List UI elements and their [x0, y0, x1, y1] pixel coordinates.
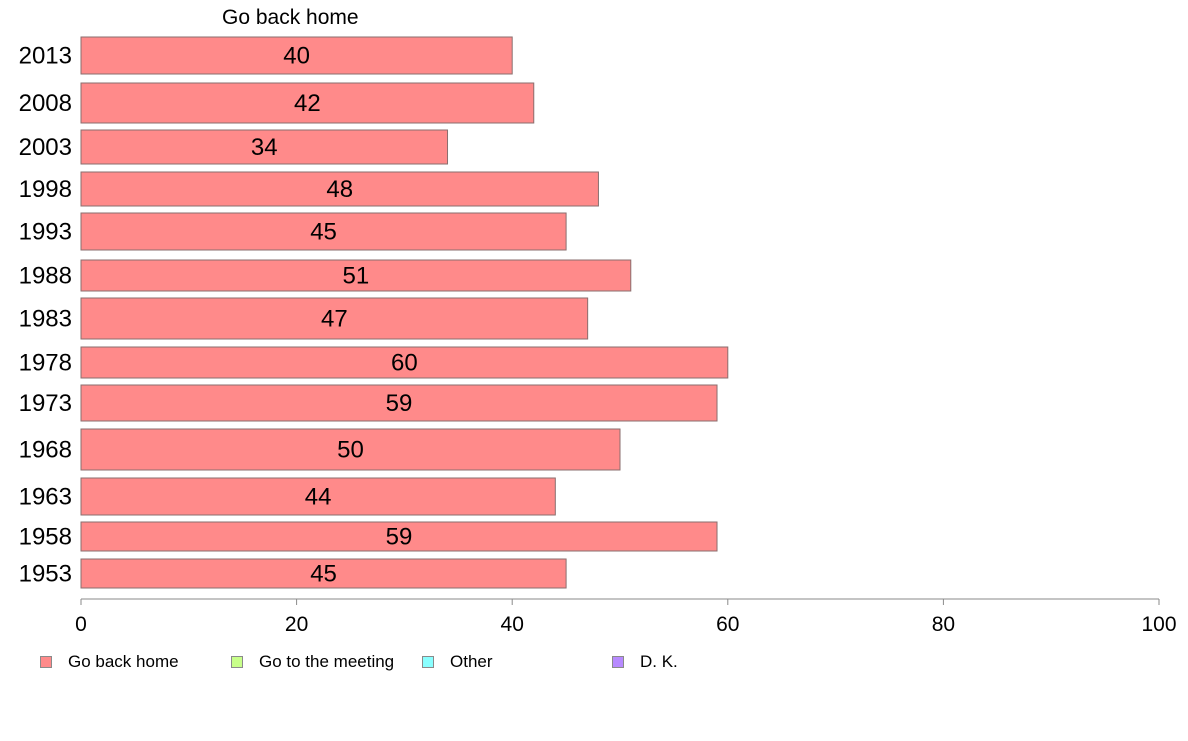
data-label: 48 [326, 176, 353, 203]
category-label: 1993 [19, 219, 72, 246]
bar [80, 521, 718, 552]
legend-label: Go to the meeting [259, 652, 395, 671]
category-label: 1988 [19, 263, 72, 290]
bar [80, 36, 513, 75]
category-label: 2008 [19, 90, 72, 117]
bar [80, 477, 556, 516]
bar [80, 82, 535, 124]
x-tick-label: 60 [716, 613, 739, 636]
bar [80, 428, 621, 471]
data-label: 50 [337, 437, 364, 464]
bar [80, 212, 567, 251]
bar [80, 346, 729, 379]
data-label: 59 [386, 524, 413, 551]
legend-item-go-to-the-meeting: Go to the meeting [231, 652, 394, 672]
data-label: 42 [294, 90, 321, 117]
category-label: 2003 [19, 134, 72, 161]
bar [80, 384, 718, 422]
bar [80, 171, 599, 207]
data-label: 45 [310, 561, 337, 588]
legend-label: Other [450, 652, 493, 671]
category-label: 1963 [19, 484, 72, 511]
category-label: 1953 [19, 561, 72, 588]
legend-item-go-back-home: Go back home [40, 652, 179, 672]
legend-label: D. K. [640, 652, 678, 671]
legend-label: Go back home [68, 652, 179, 671]
x-tick-label: 40 [501, 613, 524, 636]
category-label: 1958 [19, 524, 72, 551]
data-label: 34 [251, 134, 278, 161]
legend-item-other: Other [422, 652, 493, 672]
category-label: 1978 [19, 350, 72, 377]
category-label: 1973 [19, 390, 72, 417]
chart-title: Go back home [222, 6, 359, 29]
data-label: 60 [391, 350, 418, 377]
data-label: 40 [283, 43, 310, 70]
legend-swatch [231, 656, 243, 668]
x-tick-label: 20 [285, 613, 308, 636]
bar [80, 558, 567, 589]
x-tick-label: 100 [1141, 613, 1176, 636]
category-label: 2013 [19, 43, 72, 70]
data-label: 45 [310, 219, 337, 246]
bar [80, 129, 449, 165]
category-label: 1968 [19, 437, 72, 464]
bar [80, 259, 632, 292]
x-tick-label: 0 [75, 613, 87, 636]
data-label: 47 [321, 306, 348, 333]
legend-swatch [40, 656, 52, 668]
legend-item-dk: D. K. [612, 652, 678, 672]
data-label: 44 [305, 484, 332, 511]
legend-swatch [612, 656, 624, 668]
category-label: 1998 [19, 176, 72, 203]
category-label: 1983 [19, 306, 72, 333]
data-label: 59 [386, 390, 413, 417]
bar [80, 297, 589, 340]
legend-swatch [422, 656, 434, 668]
legend: Go back home Go to the meeting Other D. … [0, 652, 1188, 676]
x-tick-label: 80 [932, 613, 955, 636]
data-label: 51 [343, 263, 370, 290]
